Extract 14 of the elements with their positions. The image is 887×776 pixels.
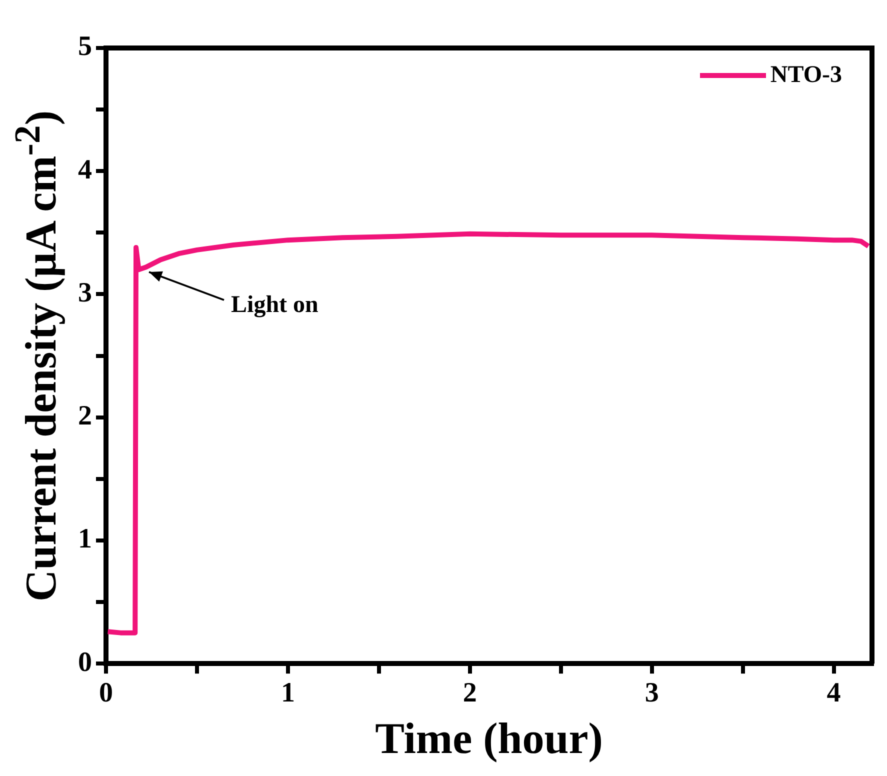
x-tick-label: 3 [644, 678, 659, 709]
y-tick-label: 5 [78, 31, 92, 62]
x-axis-title: Time (hour) [375, 714, 603, 763]
y-tick-label: 1 [78, 524, 92, 555]
y-tick-label: 0 [78, 646, 92, 678]
x-tick-label: 1 [280, 678, 295, 709]
x-tick-label: 4 [826, 678, 841, 709]
y-tick-label: 4 [78, 154, 92, 186]
y-tick-label: 3 [78, 277, 92, 308]
y-tick-label: 2 [78, 400, 92, 432]
x-tick-label: 2 [462, 678, 477, 709]
x-tick-label: 0 [99, 678, 113, 709]
annotation: Light on [231, 292, 318, 318]
legend-label: NTO-3 [770, 62, 842, 89]
